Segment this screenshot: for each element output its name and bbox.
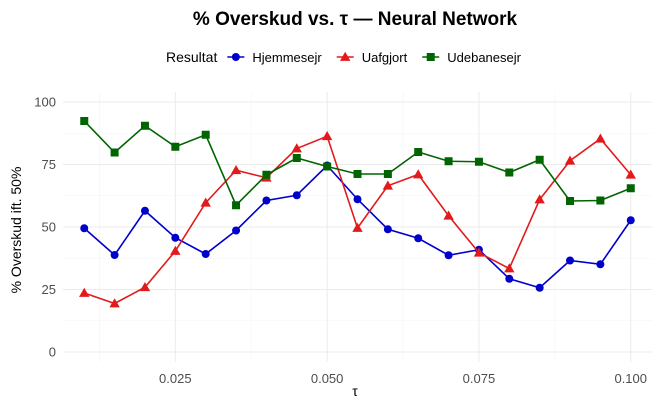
data-point-udebanesejr: [383, 170, 392, 178]
series-udebanesejr: [80, 117, 635, 210]
x-axis-label: τ: [352, 383, 358, 399]
y-tick-label: 75: [42, 157, 56, 172]
y-axis: 0 25 50 75 100: [34, 95, 56, 360]
chart-title: % Overskud vs. τ — Neural Network: [193, 9, 518, 30]
data-point-hjemmesejr: [596, 260, 605, 269]
data-point-udebanesejr: [505, 168, 514, 177]
data-point-uafgjort: [79, 287, 90, 297]
data-point-udebanesejr: [110, 148, 119, 157]
y-tick-label: 100: [34, 95, 56, 110]
data-point-uafgjort: [413, 169, 424, 179]
y-tick-label: 0: [49, 345, 56, 360]
legend-title: Resultat: [166, 49, 217, 65]
data-point-udebanesejr: [292, 154, 301, 162]
data-point-udebanesejr: [474, 157, 483, 166]
legend-item-udebanesejr: Udebanesejr: [422, 50, 522, 65]
data-point-udebanesejr: [262, 170, 271, 179]
data-point-uafgjort: [200, 197, 211, 207]
data-point-uafgjort: [352, 222, 363, 232]
data-point-udebanesejr: [444, 157, 453, 166]
x-axis: 0.025 0.050 0.075 0.100: [159, 371, 647, 386]
data-point-uafgjort: [291, 143, 302, 153]
data-point-hjemmesejr: [292, 191, 301, 200]
data-point-udebanesejr: [232, 201, 241, 210]
data-point-udebanesejr: [596, 196, 605, 205]
data-point-udebanesejr: [626, 184, 635, 193]
series-hjemmesejr: [80, 161, 635, 292]
data-point-uafgjort: [625, 169, 636, 179]
data-point-hjemmesejr: [110, 251, 119, 259]
legend-item-hjemmesejr: Hjemmesejr: [227, 50, 322, 65]
data-point-uafgjort: [564, 155, 576, 165]
data-point-udebanesejr: [414, 148, 423, 156]
data-point-uafgjort: [595, 133, 606, 143]
data-point-hjemmesejr: [232, 226, 241, 235]
data-point-hjemmesejr: [383, 225, 392, 234]
data-point-hjemmesejr: [262, 196, 271, 205]
x-tick-label: 0.100: [614, 371, 647, 386]
y-tick-label: 50: [42, 220, 56, 235]
data-point-hjemmesejr: [353, 195, 362, 204]
x-tick-label: 0.025: [159, 371, 192, 386]
series-group: [79, 117, 636, 308]
legend-label: Uafgjort: [362, 50, 408, 65]
data-point-uafgjort: [321, 131, 333, 141]
legend-key-marker: [340, 51, 351, 61]
data-point-uafgjort: [382, 180, 394, 190]
data-point-udebanesejr: [353, 170, 362, 178]
legend-key-marker: [231, 53, 240, 61]
grid: [63, 92, 652, 362]
data-point-hjemmesejr: [171, 233, 180, 242]
x-tick-label: 0.075: [463, 371, 496, 386]
data-point-hjemmesejr: [626, 216, 635, 225]
data-point-uafgjort: [230, 165, 242, 175]
y-tick-label: 25: [42, 282, 56, 297]
x-tick-label: 0.050: [311, 371, 344, 386]
data-point-udebanesejr: [323, 162, 332, 171]
data-point-hjemmesejr: [566, 256, 575, 265]
legend-label: Udebanesejr: [447, 50, 521, 65]
data-point-udebanesejr: [201, 130, 210, 139]
data-point-hjemmesejr: [505, 274, 514, 283]
data-point-hjemmesejr: [414, 234, 423, 243]
data-point-uafgjort: [170, 245, 181, 255]
data-point-hjemmesejr: [140, 206, 149, 215]
data-point-udebanesejr: [566, 197, 575, 205]
data-point-hjemmesejr: [444, 251, 453, 260]
series-line-uafgjort: [83, 135, 632, 305]
data-point-udebanesejr: [171, 142, 180, 151]
data-point-hjemmesejr: [201, 250, 210, 258]
data-point-udebanesejr: [535, 155, 544, 164]
data-point-uafgjort: [443, 210, 454, 220]
series-uafgjort: [79, 131, 636, 308]
data-point-udebanesejr: [80, 117, 89, 125]
data-point-uafgjort: [139, 282, 151, 292]
legend: Resultat Hjemmesejr Uafgjort Udebanesejr: [166, 49, 522, 65]
series-line-udebanesejr: [83, 120, 632, 207]
y-axis-label: % Overskud ift. 50%: [8, 167, 24, 294]
data-point-uafgjort: [109, 298, 120, 308]
data-point-hjemmesejr: [80, 224, 89, 233]
data-point-hjemmesejr: [535, 283, 544, 292]
data-point-uafgjort: [473, 247, 485, 257]
legend-key-marker: [426, 53, 435, 61]
legend-label: Hjemmesejr: [252, 50, 322, 65]
data-point-udebanesejr: [140, 121, 149, 130]
legend-item-uafgjort: Uafgjort: [336, 50, 408, 65]
data-point-uafgjort: [504, 263, 515, 273]
data-point-uafgjort: [534, 194, 545, 204]
